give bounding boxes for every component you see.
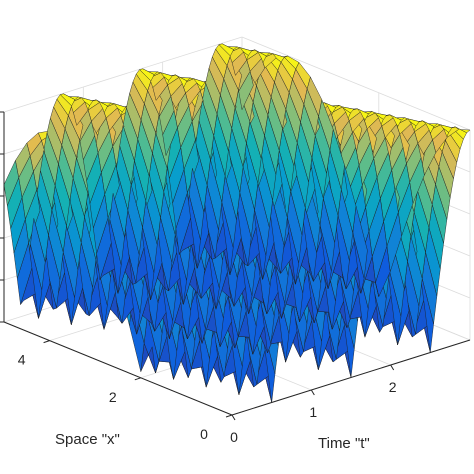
y-tick-label: 2 [109,389,117,405]
axes-box [3,112,471,416]
x-tick-label: 2 [389,379,397,395]
tick-mark [225,414,233,418]
x-axis-label: Time "t" [318,435,370,452]
tick-mark [134,377,141,381]
tick-mark [390,364,395,371]
surface-facet [3,159,19,207]
tick-mark [43,340,50,344]
y-tick-label: 4 [18,352,26,368]
y-tick-label: 0 [200,426,208,442]
tick-mark [231,414,236,421]
x-tick-label: 0 [230,429,238,445]
surface-mesh [3,43,471,403]
tick-mark [310,389,315,396]
grid-line [3,36,243,113]
grid-line [241,36,471,131]
tick-labels: 0 1 2 0 2 4 [0,111,397,445]
x-tick-label: 1 [309,404,317,420]
y-axis-label: Space "x" [55,431,120,448]
x-axis-line [231,339,471,416]
y-axis-line [3,321,233,416]
